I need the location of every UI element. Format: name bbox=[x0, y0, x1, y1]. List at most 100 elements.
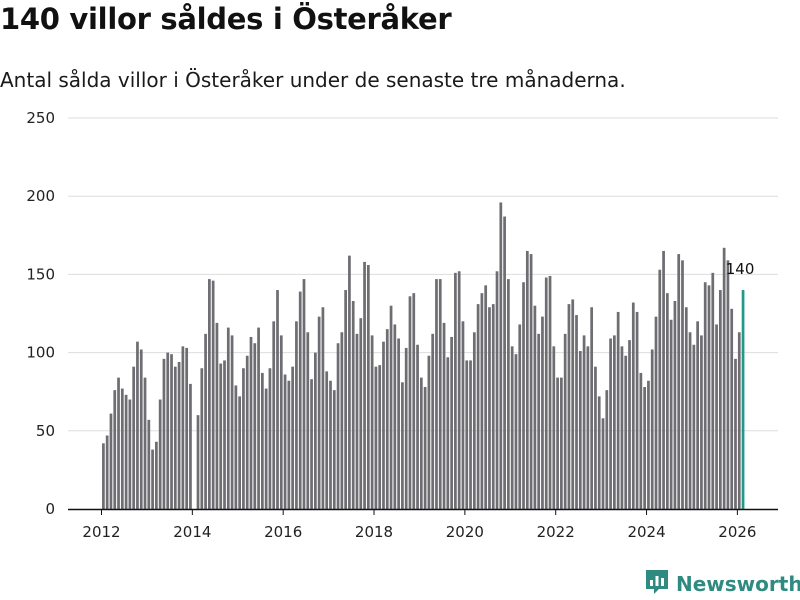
bar bbox=[484, 285, 488, 509]
bar bbox=[158, 399, 162, 509]
bar bbox=[120, 388, 124, 509]
bar bbox=[662, 250, 665, 509]
bar bbox=[189, 383, 192, 509]
bar bbox=[495, 271, 499, 509]
bar bbox=[609, 338, 612, 509]
bar bbox=[136, 341, 139, 509]
bar bbox=[139, 349, 143, 509]
bar bbox=[329, 380, 332, 509]
y-tick-label: 0 bbox=[45, 500, 55, 518]
bar bbox=[359, 318, 363, 509]
bar bbox=[272, 321, 276, 509]
bar bbox=[181, 346, 185, 509]
bar bbox=[533, 305, 537, 509]
bar bbox=[238, 396, 242, 509]
brand[interactable]: Newsworthy bbox=[644, 568, 800, 600]
bar bbox=[306, 332, 310, 509]
brand-name: Newsworthy bbox=[676, 572, 800, 596]
bar bbox=[567, 304, 571, 509]
bar bbox=[631, 302, 635, 509]
bar bbox=[291, 366, 295, 509]
x-tick-label: 2012 bbox=[82, 523, 120, 541]
bar bbox=[257, 327, 260, 509]
bar bbox=[435, 279, 438, 509]
bar bbox=[571, 299, 575, 509]
bar bbox=[594, 366, 597, 509]
bar bbox=[707, 285, 711, 509]
page-subtitle: Antal sålda villor i Österåker under de … bbox=[0, 68, 626, 92]
bar bbox=[264, 388, 268, 509]
bar bbox=[287, 380, 291, 509]
bar bbox=[348, 255, 351, 509]
bar bbox=[620, 346, 624, 509]
bar bbox=[147, 419, 151, 509]
bar bbox=[151, 449, 154, 509]
bar bbox=[363, 261, 366, 509]
bar bbox=[211, 280, 215, 509]
bar bbox=[469, 360, 472, 509]
bar bbox=[628, 340, 631, 509]
bar bbox=[242, 368, 245, 509]
x-tick-label: 2022 bbox=[537, 523, 575, 541]
bar bbox=[113, 390, 117, 509]
bar bbox=[491, 304, 495, 509]
bar bbox=[613, 335, 616, 509]
y-tick-label: 150 bbox=[26, 265, 55, 283]
bar bbox=[696, 321, 699, 509]
bar bbox=[703, 282, 707, 509]
bar bbox=[317, 316, 321, 509]
bar bbox=[389, 305, 393, 509]
bar bbox=[332, 390, 336, 509]
x-tick-label: 2024 bbox=[627, 523, 665, 541]
bar bbox=[215, 322, 219, 509]
bar bbox=[480, 293, 484, 509]
bar bbox=[124, 394, 128, 509]
bar bbox=[223, 360, 226, 509]
bar bbox=[279, 335, 283, 509]
bar bbox=[718, 290, 722, 509]
bar bbox=[590, 307, 594, 509]
bar bbox=[268, 368, 272, 509]
bar bbox=[597, 396, 601, 509]
bar bbox=[548, 275, 552, 509]
y-tick-label: 250 bbox=[26, 109, 55, 127]
bar bbox=[499, 202, 503, 509]
bar bbox=[370, 335, 374, 509]
x-tick-label: 2026 bbox=[718, 523, 756, 541]
bar bbox=[109, 413, 113, 509]
bar bbox=[605, 390, 609, 509]
bar bbox=[541, 316, 544, 509]
bar bbox=[374, 366, 378, 509]
bar bbox=[529, 254, 533, 509]
bar bbox=[700, 335, 703, 509]
bar bbox=[336, 343, 340, 509]
bar bbox=[525, 250, 529, 509]
bar bbox=[438, 279, 442, 509]
bar bbox=[522, 282, 525, 509]
y-tick-label: 200 bbox=[26, 187, 55, 205]
bar bbox=[325, 371, 329, 509]
bar bbox=[204, 333, 207, 509]
bar bbox=[654, 316, 658, 509]
bar bbox=[684, 307, 688, 509]
bar bbox=[673, 300, 677, 509]
bar bbox=[295, 321, 298, 509]
bar bbox=[726, 260, 730, 509]
last-value-label: 140 bbox=[726, 260, 755, 278]
bar bbox=[461, 321, 465, 509]
bar bbox=[446, 357, 450, 509]
x-tick-label: 2020 bbox=[446, 523, 484, 541]
bar bbox=[586, 346, 590, 509]
newsworthy-logo-icon bbox=[644, 568, 670, 600]
bar bbox=[355, 333, 359, 509]
bar bbox=[419, 377, 423, 509]
bar bbox=[737, 332, 741, 509]
bar bbox=[321, 307, 325, 509]
bar bbox=[734, 358, 737, 509]
bar bbox=[170, 354, 173, 509]
bar bbox=[472, 332, 476, 509]
bar bbox=[208, 279, 211, 509]
bar bbox=[132, 366, 136, 509]
bar bbox=[185, 347, 189, 509]
bar bbox=[624, 355, 628, 509]
